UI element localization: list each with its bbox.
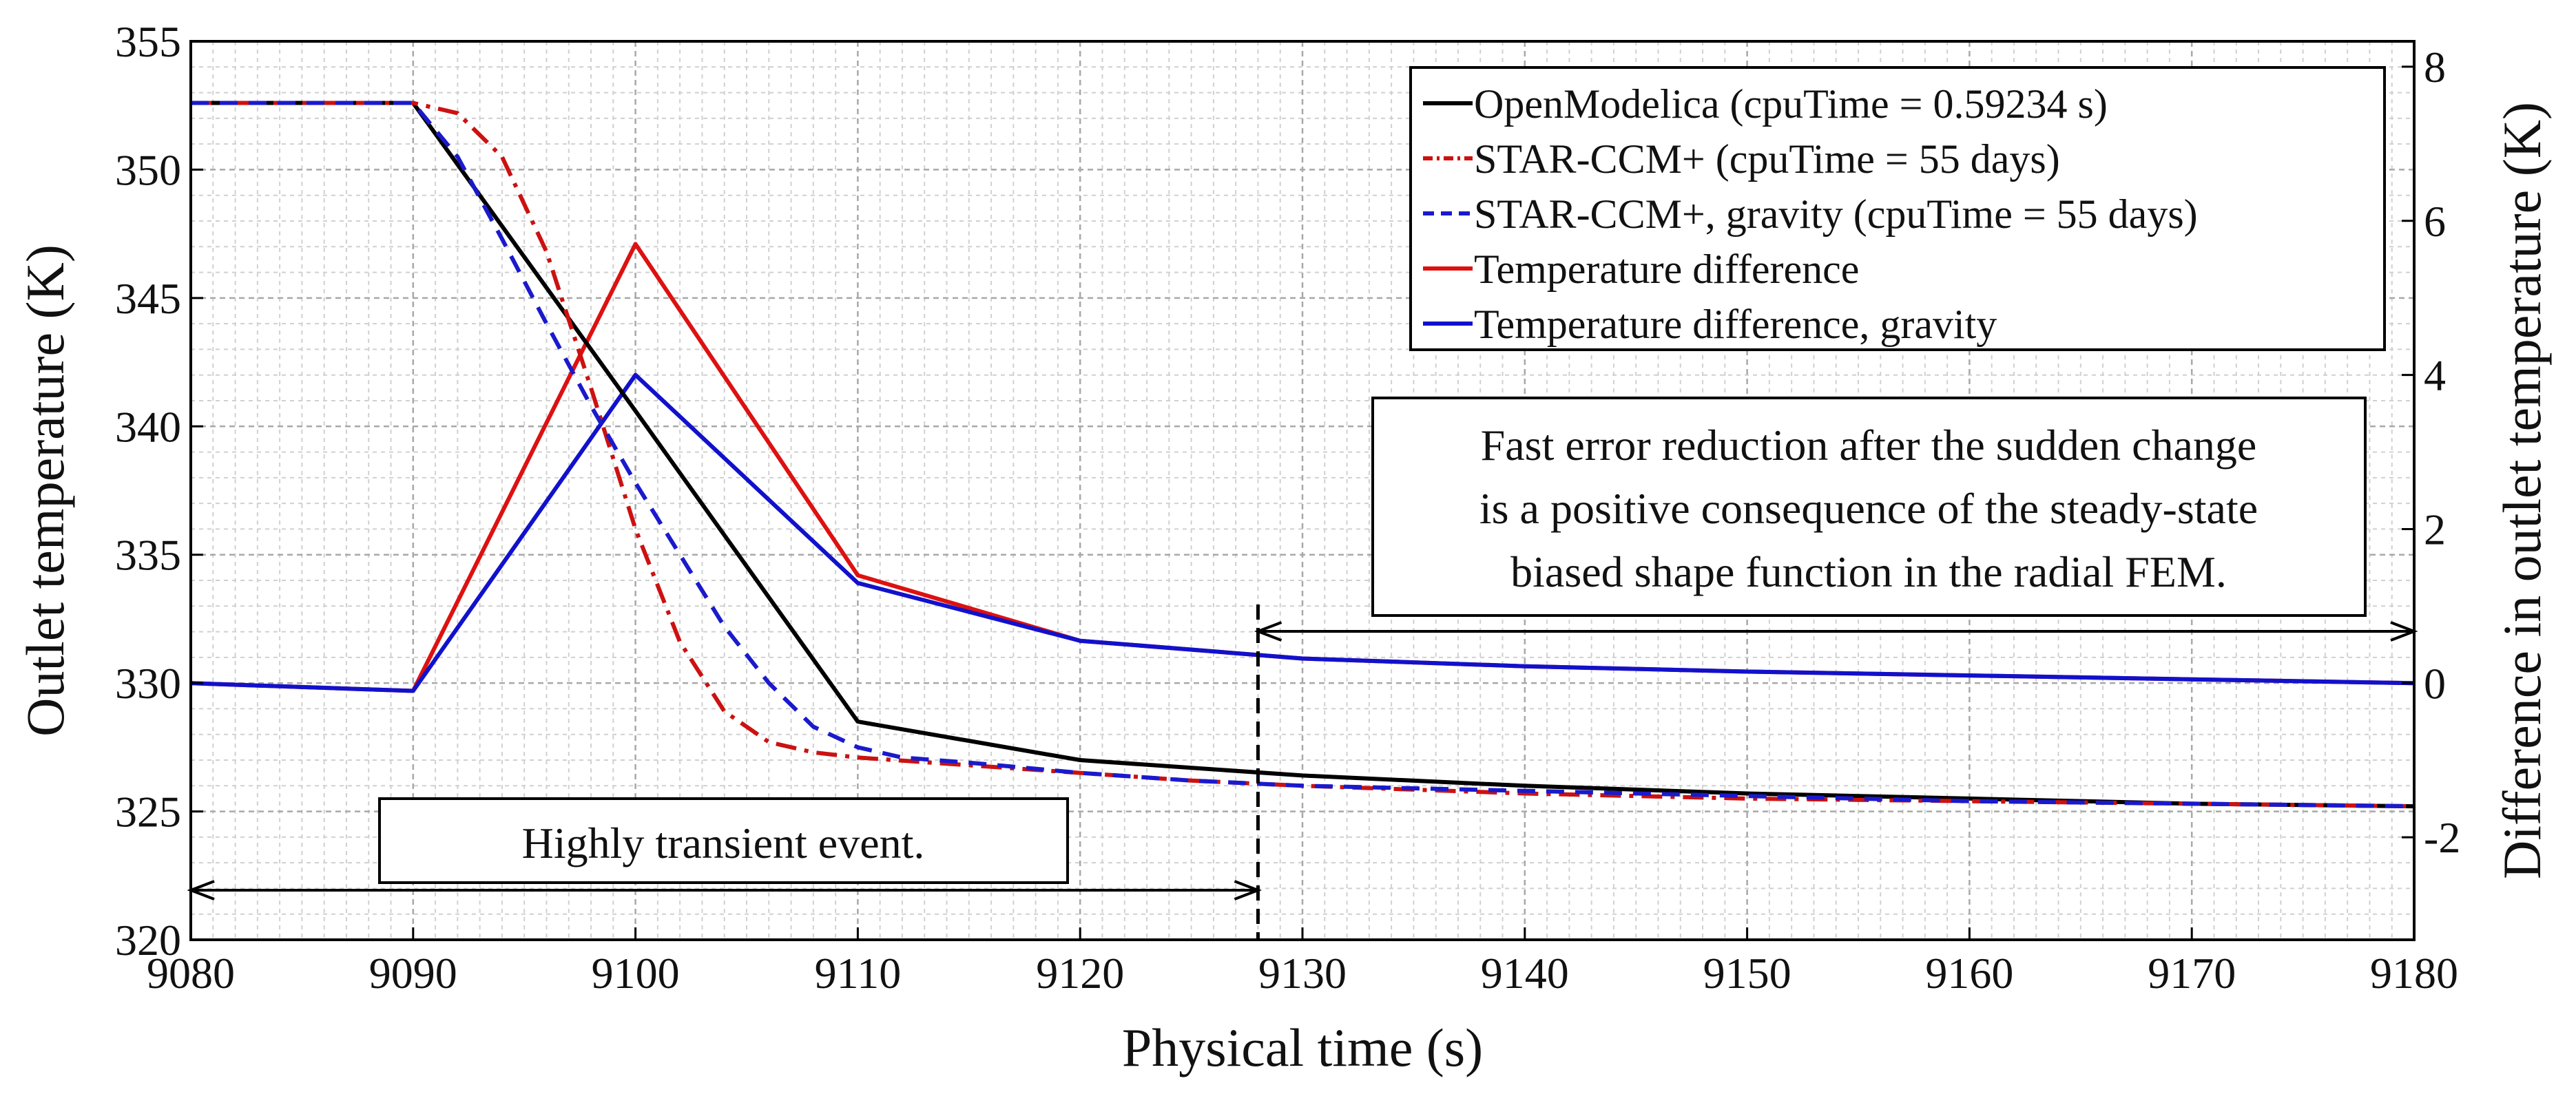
x-tick-label: 9150 [1703,949,1791,998]
y2-tick-label: 8 [2424,43,2446,92]
legend-entry-3: STAR-CCM+, gravity (cpuTime = 55 days) [1474,191,2198,237]
y-tick-label: 320 [115,916,181,965]
transient-annotation-box [378,797,1069,884]
x-axis-label: Physical time (s) [1122,1018,1483,1077]
chart-annotations: Highly transient event. Fast error reduct… [187,397,2418,940]
chart-series-layer [190,101,2415,809]
transient-arrow-head-right [1234,880,1263,901]
y2-tick-label: 2 [2424,505,2446,554]
x-tick-label: 9080 [147,949,235,998]
transient-arrow-head-left [187,880,215,901]
y-tick-label: 340 [115,402,181,451]
legend-entry-4: Temperature difference [1474,246,1859,292]
error-arrow-head-left [1254,621,1282,642]
y-axis-label: Outlet temperature (K) [15,244,75,737]
y-tick-label: 350 [115,145,181,194]
error-annotation-text: biased shape function in the radial FEM. [1510,547,2227,596]
series-line-2 [191,101,2415,809]
y-tick-label: 335 [115,531,181,580]
chart-ticks: 9080 9090 9100 9110 9120 9130 9140 9150 9160 9170… [115,17,2460,998]
legend-box [1409,66,2386,351]
error-annotation-text: Fast error reduction after the sudden ch… [1481,421,2257,470]
y-tick-label: 330 [115,659,181,708]
series-line-3 [191,101,2415,809]
legend-entry-5: Temperature difference, gravity [1474,302,1997,347]
y-tick-label: 355 [115,17,181,66]
error-annotation-text: is a positive consequence of the steady-… [1479,484,2258,533]
x-tick-label: 9140 [1481,949,1569,998]
x-tick-label: 9170 [2148,949,2236,998]
y2-tick-label: 6 [2424,197,2446,246]
series-line-5 [190,372,2415,693]
x-tick-label: 9090 [369,949,457,998]
y-tick-label: 345 [115,274,181,323]
x-tick-label: 9130 [1258,949,1347,998]
chart-legend: OpenModelica (cpuTime = 0.59234 s) STAR-C… [1409,66,2386,351]
error-annotation-box [1371,397,2367,617]
transient-annotation-text: Highly transient event. [522,819,925,867]
x-tick-label: 9180 [2370,949,2458,998]
x-tick-label: 9160 [1925,949,2013,998]
legend-entry-2: STAR-CCM+ (cpuTime = 55 days) [1474,136,2060,182]
x-tick-label: 9110 [815,949,902,998]
x-tick-label: 9100 [592,949,680,998]
y2-axis-label: Difference in outlet temperature (K) [2492,102,2552,879]
legend-entry-1: OpenModelica (cpuTime = 0.59234 s) [1474,81,2108,127]
y2-tick-label: -2 [2424,813,2460,862]
x-tick-label: 9120 [1036,949,1124,998]
y2-tick-label: 0 [2424,659,2446,708]
error-arrow-head-right [2390,621,2418,642]
y2-tick-label: 4 [2424,351,2446,400]
y-tick-label: 325 [115,788,181,837]
